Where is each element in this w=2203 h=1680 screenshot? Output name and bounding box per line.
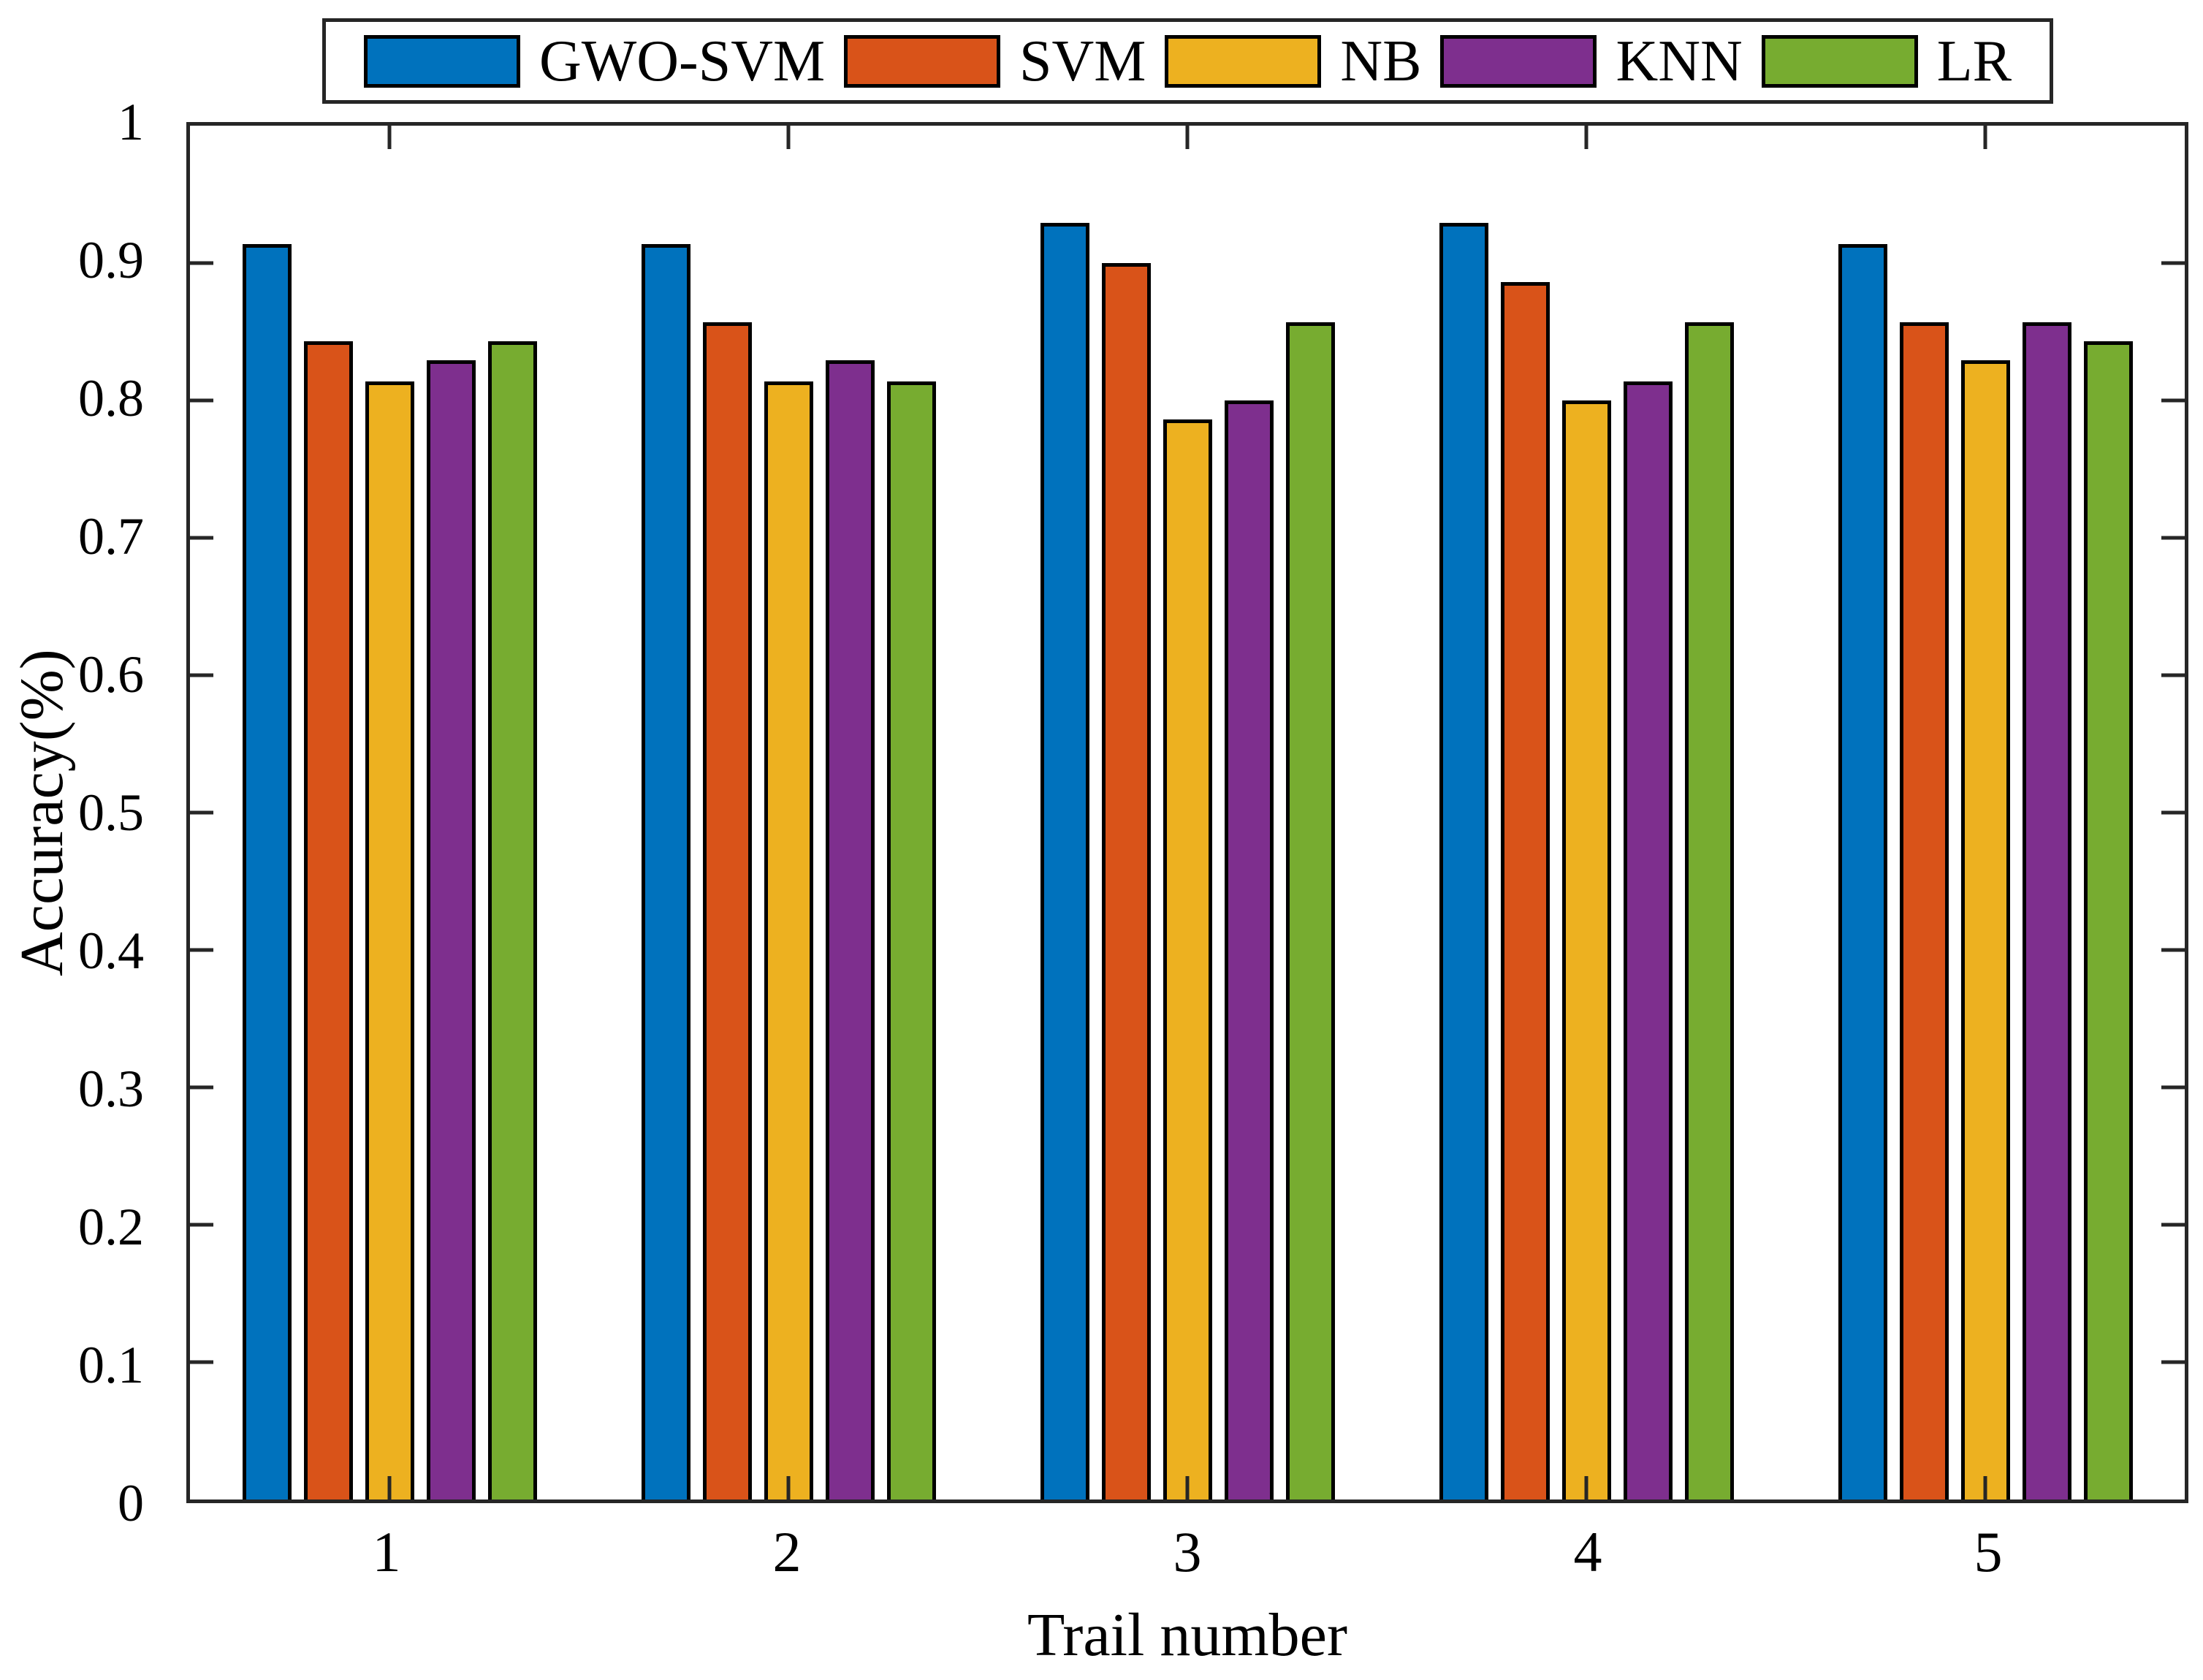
legend-swatch-knn	[1440, 34, 1597, 88]
bar-svm-group4	[1500, 282, 1550, 1500]
bar-svm-group2	[702, 322, 752, 1500]
x-axis-title: Trail number	[1027, 1601, 1347, 1669]
legend-label: KNN	[1616, 28, 1743, 94]
legend-item-knn: KNN	[1440, 28, 1743, 94]
bar-gwo-svm-group5	[1838, 243, 1887, 1500]
bar-lr-group1	[487, 341, 537, 1500]
bar-knn-group3	[1224, 400, 1274, 1500]
bar-gwo-svm-group4	[1439, 223, 1488, 1500]
bar-group-4	[1387, 126, 1786, 1500]
x-tick-label: 1	[372, 1520, 401, 1584]
bar-knn-group2	[825, 360, 875, 1500]
x-tick-label: 3	[1173, 1520, 1202, 1584]
legend-swatch-lr	[1761, 34, 1918, 88]
bar-knn-group4	[1623, 381, 1673, 1500]
y-tick-label: 0.9	[78, 231, 144, 289]
bar-nb-group3	[1163, 419, 1212, 1500]
bar-nb-group2	[764, 381, 813, 1500]
y-tick-label: 1	[118, 93, 144, 151]
bars-layer	[190, 126, 2185, 1500]
y-tick-label: 0.7	[78, 507, 144, 566]
y-axis-tick-labels: 0 0.1 0.2 0.3 0.4 0.5 0.6 0.7 0.8 0.9 1	[0, 96, 164, 1529]
y-tick-label: 0.3	[78, 1060, 144, 1118]
bar-svm-group3	[1101, 263, 1151, 1500]
bar-nb-group1	[365, 381, 414, 1500]
x-tick-label: 2	[772, 1520, 802, 1584]
bar-group-3	[988, 126, 1387, 1500]
bar-knn-group5	[2022, 322, 2071, 1500]
legend-label: LR	[1936, 28, 2012, 94]
y-tick-label: 0.4	[78, 921, 144, 980]
bar-lr-group4	[1684, 322, 1734, 1500]
x-tick-label: 5	[1974, 1520, 2003, 1584]
bar-lr-group5	[2083, 341, 2133, 1500]
legend-label: NB	[1340, 28, 1422, 94]
y-tick-label: 0.6	[78, 645, 144, 704]
bar-group-2	[589, 126, 988, 1500]
bar-gwo-svm-group2	[641, 243, 690, 1500]
bar-lr-group3	[1285, 322, 1335, 1500]
legend-label: SVM	[1019, 28, 1146, 94]
plot-area	[186, 122, 2188, 1503]
legend-swatch-gwo-svm	[364, 34, 520, 88]
y-tick-label: 0.2	[78, 1198, 144, 1256]
legend-item-lr: LR	[1761, 28, 2012, 94]
bar-nb-group5	[1960, 360, 2010, 1500]
legend: GWO-SVM SVM NB KNN LR	[322, 18, 2053, 104]
legend-item-gwo-svm: GWO-SVM	[364, 32, 825, 91]
legend-item-nb: NB	[1165, 28, 1422, 94]
bar-gwo-svm-group1	[242, 243, 292, 1500]
bar-nb-group4	[1561, 400, 1611, 1500]
legend-swatch-svm	[844, 34, 1001, 88]
y-tick-label: 0.5	[78, 783, 144, 842]
legend-swatch-nb	[1165, 34, 1322, 88]
bar-group-5	[1786, 126, 2185, 1500]
x-tick-label: 4	[1573, 1520, 1602, 1584]
bar-gwo-svm-group3	[1040, 223, 1089, 1500]
legend-item-svm: SVM	[844, 32, 1146, 91]
bar-svm-group5	[1899, 322, 1949, 1500]
y-tick-label: 0	[118, 1474, 144, 1532]
legend-label: GWO-SVM	[539, 28, 826, 94]
bar-lr-group2	[886, 381, 936, 1500]
y-tick-label: 0.1	[78, 1336, 144, 1394]
y-tick-label: 0.8	[78, 369, 144, 427]
bar-knn-group1	[426, 360, 476, 1500]
bar-svm-group1	[303, 341, 353, 1500]
bar-group-1	[190, 126, 589, 1500]
